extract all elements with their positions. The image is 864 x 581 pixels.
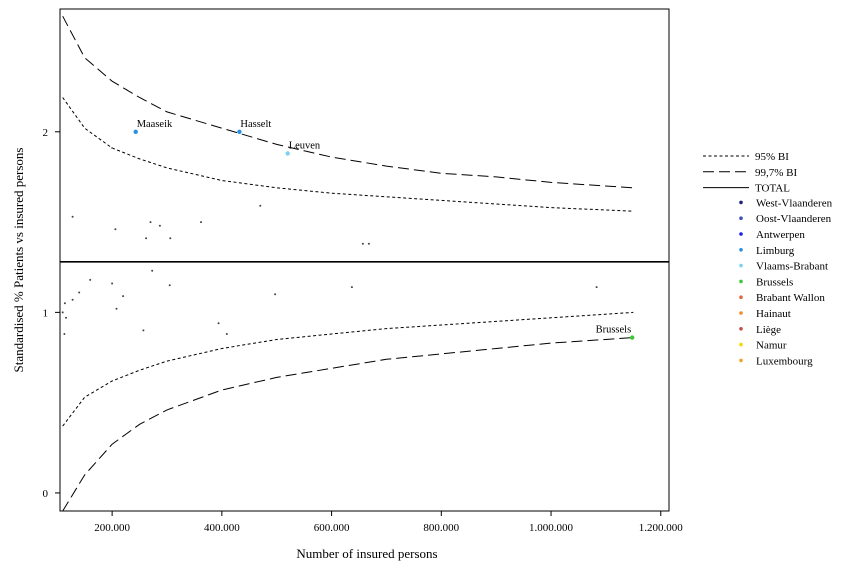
legend-marker bbox=[739, 200, 743, 205]
legend-marker bbox=[739, 327, 743, 331]
band-95-lower bbox=[62, 311, 634, 427]
data-point bbox=[78, 291, 81, 294]
x-axis-title: Number of insured persons bbox=[296, 546, 437, 561]
data-point bbox=[65, 316, 67, 319]
y-axis-title: Standardised % Patients vs insured perso… bbox=[11, 148, 26, 373]
legend-label: Limburg bbox=[756, 245, 795, 257]
legend-marker bbox=[739, 358, 743, 363]
legend-label: Brabant Wallon bbox=[756, 292, 825, 304]
legend-label: Antwerpen bbox=[756, 229, 805, 241]
data-point bbox=[114, 228, 117, 231]
point-label-hasselt: Hasselt bbox=[240, 119, 271, 130]
data-point bbox=[122, 295, 125, 298]
legend-marker bbox=[739, 311, 743, 315]
data-point bbox=[61, 311, 64, 314]
point-brussels bbox=[630, 335, 635, 340]
point-label-leuven: Leuven bbox=[289, 141, 321, 152]
data-point bbox=[71, 298, 74, 301]
data-point bbox=[361, 242, 364, 245]
legend-marker bbox=[739, 342, 743, 347]
data-point bbox=[274, 293, 277, 296]
y-tick-label: 1 bbox=[43, 307, 49, 319]
legend-label: TOTAL bbox=[755, 183, 790, 195]
x-axis: 200.000 400.000 600.000 800.000 1.000.000 1.2… bbox=[94, 511, 683, 534]
legend-marker bbox=[739, 295, 743, 300]
data-point bbox=[111, 282, 114, 285]
y-axis: 0 1 2 bbox=[43, 127, 60, 500]
point-maaseik bbox=[133, 129, 138, 134]
y-tick-label: 2 bbox=[43, 127, 49, 139]
data-point bbox=[145, 237, 148, 240]
legend-label: Namur bbox=[756, 340, 787, 352]
legend-marker bbox=[739, 216, 743, 220]
legend-label: Brussels bbox=[756, 276, 793, 288]
data-point bbox=[115, 307, 118, 310]
data-point bbox=[111, 147, 114, 149]
legend-label: West-Vlaanderen bbox=[756, 197, 833, 209]
band-997-upper bbox=[62, 15, 634, 189]
legend-label: Hainaut bbox=[756, 308, 791, 320]
band-997-lower bbox=[62, 337, 634, 512]
x-tick-label: 400.000 bbox=[204, 522, 240, 534]
x-tick-label: 800.000 bbox=[423, 522, 459, 534]
legend-marker bbox=[739, 248, 743, 252]
data-point bbox=[168, 284, 171, 287]
legend-label: Vlaams-Brabant bbox=[756, 261, 828, 273]
point-labels: Maaseik Hasselt Leuven Brussels bbox=[137, 119, 632, 336]
legend-label: Luxembourg bbox=[756, 355, 813, 367]
data-point bbox=[71, 215, 74, 218]
data-point bbox=[200, 221, 202, 224]
data-point bbox=[367, 242, 370, 245]
data-point bbox=[259, 204, 262, 207]
x-tick-label: 1.000.000 bbox=[529, 522, 574, 534]
data-point bbox=[225, 333, 228, 335]
data-point bbox=[595, 286, 598, 289]
data-point bbox=[89, 278, 92, 281]
point-label-maaseik: Maaseik bbox=[137, 119, 173, 130]
data-point bbox=[169, 237, 172, 240]
plot-frame bbox=[59, 8, 670, 512]
data-point bbox=[63, 302, 66, 305]
data-point bbox=[63, 333, 66, 335]
legend-marker bbox=[739, 263, 743, 268]
legend: 95% BI 99,7% BI TOTAL West-Vlaanderen Oost-V… bbox=[703, 151, 833, 367]
data-point bbox=[217, 322, 220, 325]
legend-label: 99,7% BI bbox=[755, 167, 798, 179]
data-point bbox=[151, 269, 154, 272]
y-tick-label: 0 bbox=[43, 488, 49, 500]
data-points bbox=[61, 129, 635, 340]
legend-label: Oost-Vlaanderen bbox=[756, 213, 832, 225]
legend-label: 95% BI bbox=[755, 151, 789, 163]
data-point bbox=[149, 221, 152, 224]
legend-marker bbox=[739, 232, 743, 236]
data-point bbox=[142, 329, 145, 332]
data-point bbox=[350, 286, 353, 289]
data-point bbox=[158, 224, 161, 227]
legend-label: Liège bbox=[756, 324, 781, 336]
point-label-brussels: Brussels bbox=[596, 325, 632, 336]
x-tick-label: 200.000 bbox=[94, 522, 130, 534]
legend-marker bbox=[739, 279, 743, 284]
x-tick-label: 600.000 bbox=[314, 522, 350, 534]
point-leuven bbox=[285, 151, 290, 156]
point-hasselt bbox=[237, 129, 242, 134]
x-tick-label: 1.200.000 bbox=[639, 522, 684, 534]
